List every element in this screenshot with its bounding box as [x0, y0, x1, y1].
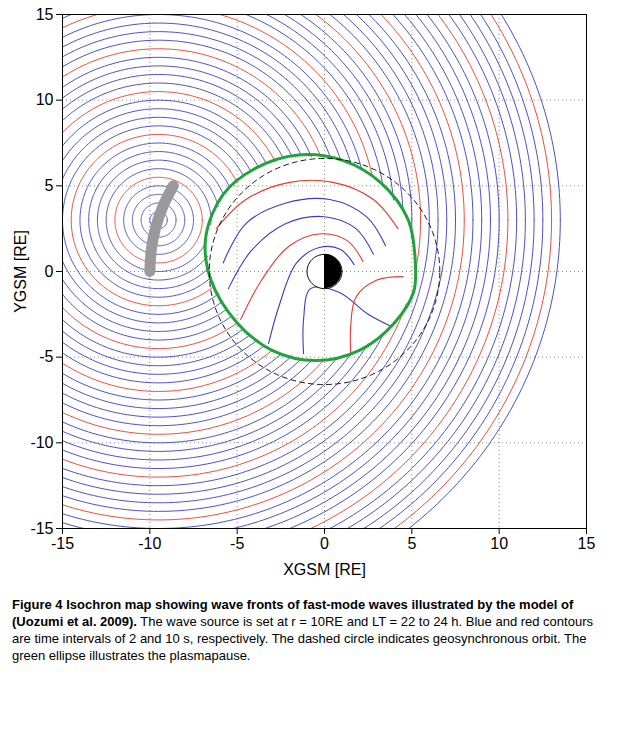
svg-text:15: 15	[578, 535, 596, 552]
svg-text:10: 10	[490, 535, 508, 552]
svg-text:5: 5	[407, 535, 416, 552]
svg-text:10: 10	[36, 91, 54, 108]
svg-text:XGSM [RE]: XGSM [RE]	[283, 561, 366, 578]
svg-text:-15: -15	[51, 535, 74, 552]
svg-text:-5: -5	[230, 535, 244, 552]
svg-text:YGSM [RE]: YGSM [RE]	[12, 230, 29, 313]
svg-text:-5: -5	[39, 348, 53, 365]
svg-text:-10: -10	[30, 434, 53, 451]
svg-text:-10: -10	[138, 535, 161, 552]
svg-text:15: 15	[36, 6, 54, 23]
svg-text:0: 0	[320, 535, 329, 552]
svg-text:-15: -15	[30, 519, 54, 537]
svg-text:0: 0	[45, 263, 54, 280]
svg-text:5: 5	[45, 177, 54, 194]
html-text:Figure 4 Isochron map showing: Figure 4 Isochron map showing wave front…	[12, 597, 593, 663]
